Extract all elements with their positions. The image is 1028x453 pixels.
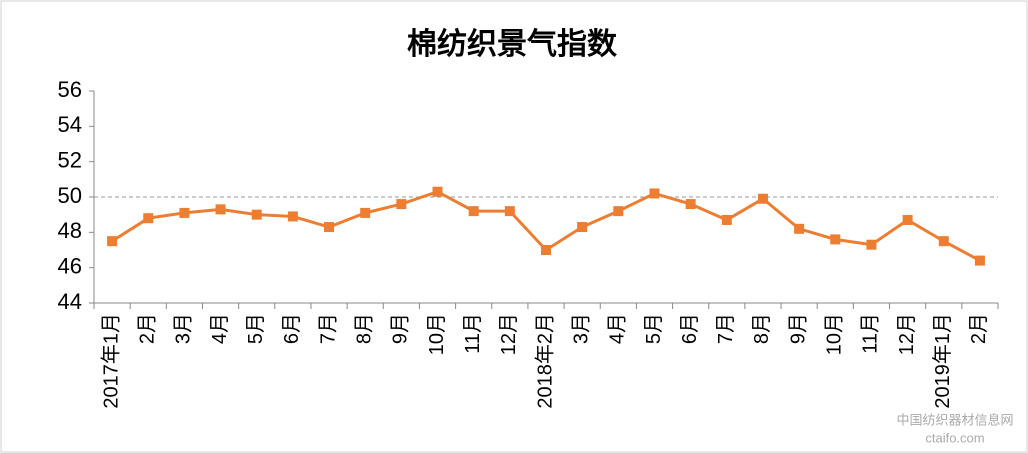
marker (685, 199, 696, 210)
y-tick-label: 48 (58, 218, 82, 243)
marker (107, 236, 118, 247)
x-tick-label: 11月 (860, 313, 882, 354)
x-tick-label: 2月 (137, 313, 159, 344)
chart-title: 棉纺织景气指数 (407, 28, 618, 61)
x-tick-label: 6月 (679, 313, 701, 344)
x-tick-label: 3月 (173, 313, 195, 344)
y-tick-label: 54 (58, 112, 82, 137)
x-tick-label: 7月 (715, 313, 737, 344)
y-tick-label: 46 (58, 253, 82, 278)
watermark: ctaifo.com (925, 430, 984, 445)
x-tick-label: 4月 (607, 313, 629, 344)
y-tick-label: 44 (58, 289, 82, 314)
marker (757, 193, 768, 204)
x-tick-label: 2017年1月 (99, 313, 122, 409)
x-tick-label: 10月 (824, 313, 846, 355)
marker (866, 239, 877, 250)
x-tick-label: 4月 (209, 313, 231, 344)
x-tick-label: 12月 (896, 313, 918, 355)
x-tick-label: 2019年1月 (931, 313, 954, 409)
marker (468, 206, 479, 217)
x-tick-label: 7月 (317, 313, 339, 344)
marker (794, 223, 805, 234)
marker (974, 255, 985, 266)
marker (215, 204, 226, 215)
x-tick-label: 2月 (968, 313, 990, 344)
y-tick-label: 52 (58, 147, 82, 172)
marker (360, 207, 371, 218)
marker (613, 206, 624, 217)
watermark: 中国纺织器材信息网 (896, 412, 1013, 427)
x-tick-label: 6月 (281, 313, 303, 344)
marker (649, 188, 660, 199)
x-tick-label: 9月 (390, 313, 412, 344)
x-tick-label: 10月 (426, 313, 448, 355)
marker (324, 222, 335, 233)
marker (251, 209, 262, 220)
marker (830, 234, 841, 245)
marker (143, 213, 154, 224)
marker (541, 245, 551, 255)
x-tick-label: 3月 (570, 313, 592, 344)
marker (504, 206, 515, 217)
marker (938, 236, 949, 247)
marker (179, 207, 190, 218)
x-tick-label: 5月 (245, 313, 267, 344)
y-tick-label: 50 (58, 183, 82, 208)
x-tick-label: 8月 (751, 313, 773, 344)
marker (721, 214, 732, 225)
x-tick-label: 12月 (498, 313, 520, 355)
marker (577, 222, 588, 233)
x-tick-label: 11月 (462, 313, 484, 354)
marker (902, 214, 913, 225)
x-tick-label: 8月 (353, 313, 375, 344)
x-tick-label: 9月 (787, 313, 809, 344)
marker (432, 186, 443, 197)
x-tick-label: 5月 (643, 313, 665, 344)
x-tick-label: 2018年2月 (533, 313, 556, 409)
y-tick-label: 56 (58, 77, 82, 102)
marker (287, 211, 298, 222)
marker (396, 199, 407, 210)
